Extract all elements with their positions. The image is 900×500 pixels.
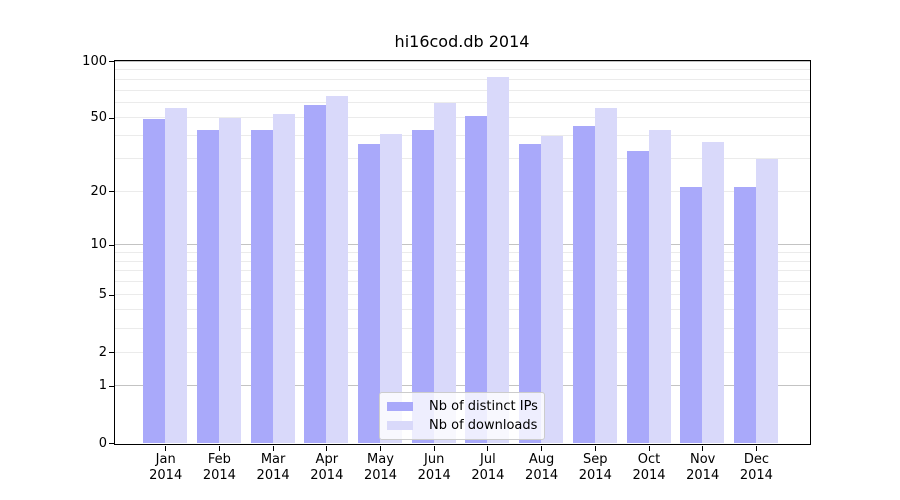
bar-downloads — [594, 108, 617, 443]
x-tick-mark — [165, 445, 167, 451]
x-tick-label: Apr 2014 — [310, 452, 344, 483]
x-tick-label: May 2014 — [363, 452, 398, 483]
x-tick-label: Jan 2014 — [149, 452, 183, 483]
y-tick-label: 2 — [98, 344, 107, 360]
x-tick-label: Aug 2014 — [525, 452, 559, 483]
y-tick-mark — [108, 117, 114, 119]
bar-distinct-ips — [465, 115, 488, 443]
bar-distinct-ips — [304, 105, 327, 443]
x-tick-mark — [487, 445, 489, 451]
x-tick-mark — [433, 445, 435, 451]
gridline-major — [114, 385, 810, 387]
gridline-minor — [114, 270, 810, 272]
bar-downloads — [272, 114, 295, 443]
y-tick-mark — [108, 385, 114, 387]
y-tick-mark — [108, 191, 114, 192]
x-tick-label: Oct 2014 — [632, 452, 666, 483]
y-tick-mark — [108, 244, 114, 246]
y-tick-label: 20 — [90, 183, 107, 199]
bar-downloads — [326, 96, 349, 443]
bar-distinct-ips — [680, 187, 703, 443]
x-tick-mark — [272, 445, 274, 451]
gridline-minor — [114, 190, 810, 192]
legend-swatch-downloads — [387, 421, 413, 430]
bar-distinct-ips — [196, 129, 219, 443]
gridline-major — [114, 60, 810, 62]
legend-label-downloads: Nb of downloads — [429, 418, 538, 433]
y-tick-label: 1 — [98, 378, 107, 394]
x-tick-mark — [702, 445, 704, 451]
bar-distinct-ips — [358, 144, 380, 443]
x-tick-mark — [755, 445, 757, 451]
y-tick-label: 0 — [98, 435, 107, 451]
bar-downloads — [218, 117, 241, 443]
x-tick-label: Nov 2014 — [686, 452, 720, 483]
bar-downloads — [541, 135, 564, 443]
bar-downloads — [702, 141, 725, 443]
x-tick-mark — [326, 445, 328, 451]
bar-distinct-ips — [411, 129, 434, 443]
x-tick-label: Dec 2014 — [739, 452, 773, 483]
bar-downloads — [648, 129, 671, 443]
gridline-minor — [114, 69, 810, 71]
legend-item-downloads: Nb of downloads — [387, 416, 537, 435]
bar-downloads — [165, 108, 188, 443]
gridline-minor — [114, 260, 810, 262]
gridline-minor — [114, 89, 810, 91]
legend-item-distinct-ips: Nb of distinct IPs — [387, 397, 538, 416]
x-tick-mark — [594, 445, 596, 451]
gridline-minor — [114, 158, 810, 160]
x-tick-mark — [380, 445, 381, 451]
bar-distinct-ips — [733, 187, 756, 443]
gridline-minor — [114, 135, 810, 137]
gridline-minor — [114, 117, 810, 119]
bar-downloads — [755, 158, 778, 443]
y-tick-mark — [108, 352, 114, 354]
y-tick-mark — [108, 294, 114, 296]
bar-distinct-ips — [626, 151, 649, 443]
bar-distinct-ips — [572, 126, 595, 443]
y-tick-mark — [108, 443, 114, 444]
x-tick-mark — [648, 445, 650, 451]
plot-area — [113, 60, 811, 445]
x-tick-label: Jul 2014 — [471, 452, 505, 483]
bar-downloads — [487, 77, 510, 443]
gridline-minor — [114, 251, 810, 253]
bar-distinct-ips — [250, 129, 273, 443]
gridline-minor — [114, 281, 810, 283]
legend-swatch-distinct-ips — [387, 402, 413, 411]
bar-distinct-ips — [143, 119, 166, 443]
gridline-minor — [114, 309, 810, 311]
y-tick-label: 100 — [82, 53, 107, 69]
x-tick-label: Mar 2014 — [256, 452, 290, 483]
x-tick-mark — [541, 445, 543, 451]
chart-title: hi16cod.db 2014 — [394, 32, 530, 51]
legend: Nb of distinct IPs Nb of downloads — [379, 392, 545, 440]
gridline-major — [114, 244, 810, 246]
x-tick-mark — [218, 445, 220, 451]
gridline-minor — [114, 78, 810, 80]
gridline-minor — [114, 294, 810, 296]
bar-distinct-ips — [519, 144, 542, 443]
gridline-minor — [114, 102, 810, 104]
gridline-minor — [114, 351, 810, 353]
y-tick-mark — [108, 61, 114, 62]
x-tick-label: Sep 2014 — [578, 452, 612, 483]
x-tick-label: Feb 2014 — [202, 452, 236, 483]
bar-downloads — [433, 102, 456, 443]
y-tick-label: 50 — [90, 110, 107, 126]
y-tick-label: 5 — [98, 287, 107, 303]
legend-label-distinct-ips: Nb of distinct IPs — [429, 399, 538, 414]
y-tick-label: 10 — [90, 237, 107, 253]
gridline-minor — [114, 327, 810, 329]
x-tick-label: Jun 2014 — [417, 452, 451, 483]
bar-downloads — [380, 133, 402, 443]
